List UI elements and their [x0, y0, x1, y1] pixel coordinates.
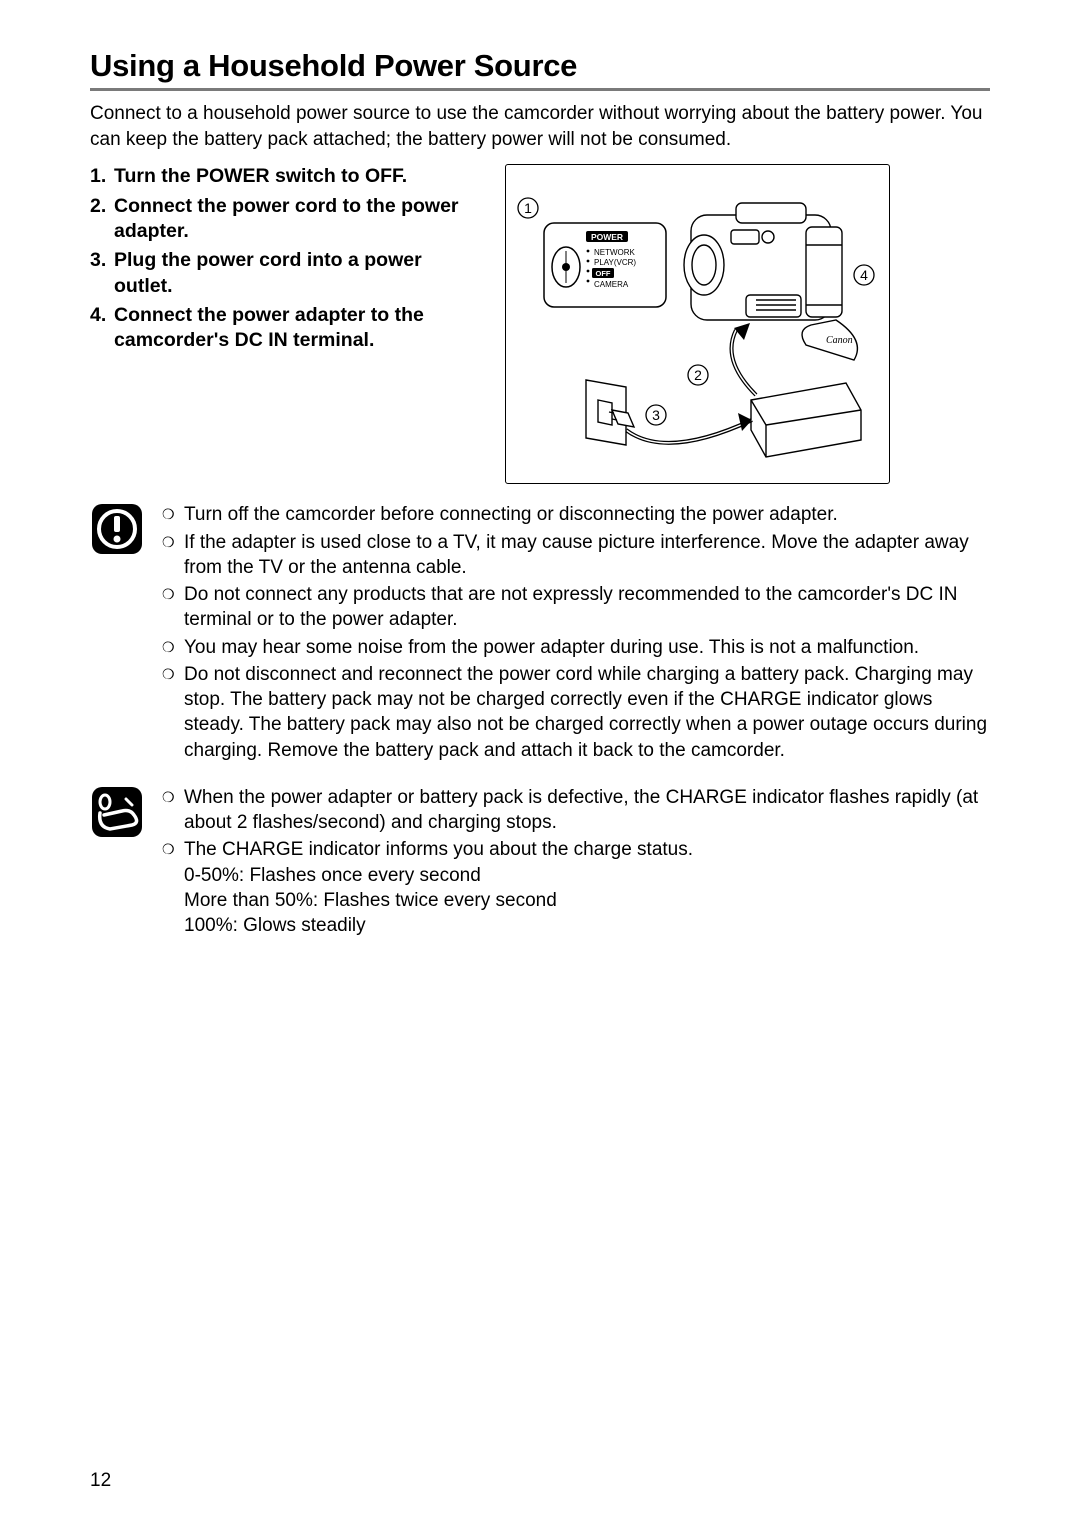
- caution-icon: [90, 502, 144, 556]
- info-sub-line: 100%: Glows steadily: [184, 913, 990, 938]
- page-number: 12: [90, 1470, 111, 1492]
- page-title: Using a Household Power Source: [90, 48, 990, 91]
- info-item: The CHARGE indicator informs you about t…: [162, 837, 990, 938]
- steps-column: Turn the POWER switch to OFF. Connect th…: [90, 164, 485, 484]
- svg-text:Canon: Canon: [826, 335, 853, 346]
- svg-text:NETWORK: NETWORK: [594, 248, 636, 257]
- step-item: Plug the power cord into a power outlet.: [90, 248, 485, 299]
- svg-text:OFF: OFF: [596, 269, 611, 278]
- info-item-text: The CHARGE indicator informs you about t…: [184, 839, 693, 860]
- caution-block: Turn off the camcorder before connecting…: [90, 502, 990, 765]
- svg-text:3: 3: [652, 407, 660, 423]
- caution-list: Turn off the camcorder before connecting…: [162, 502, 990, 765]
- svg-text:PLAY(VCR): PLAY(VCR): [594, 258, 636, 267]
- connection-diagram: 1 POWER NETWORK PLAY(VCR) OFF CAMERA: [505, 164, 890, 484]
- caution-item: You may hear some noise from the power a…: [162, 635, 990, 660]
- step-item: Connect the power adapter to the camcord…: [90, 303, 485, 354]
- info-sub-line: More than 50%: Flashes twice every secon…: [184, 888, 990, 913]
- svg-text:2: 2: [694, 367, 702, 383]
- info-sub-line: 0-50%: Flashes once every second: [184, 863, 990, 888]
- info-list: When the power adapter or battery pack i…: [162, 785, 990, 941]
- caution-item: If the adapter is used close to a TV, it…: [162, 530, 990, 581]
- info-icon: [90, 785, 144, 839]
- svg-text:1: 1: [524, 200, 532, 216]
- step-item: Connect the power cord to the power adap…: [90, 194, 485, 245]
- steps-list: Turn the POWER switch to OFF. Connect th…: [90, 164, 485, 353]
- info-item: When the power adapter or battery pack i…: [162, 785, 990, 836]
- step-item: Turn the POWER switch to OFF.: [90, 164, 485, 189]
- intro-paragraph: Connect to a household power source to u…: [90, 101, 990, 152]
- caution-item: Do not connect any products that are not…: [162, 582, 990, 633]
- svg-text:CAMERA: CAMERA: [594, 280, 629, 289]
- caution-item: Turn off the camcorder before connecting…: [162, 502, 990, 527]
- caution-item: Do not disconnect and reconnect the powe…: [162, 662, 990, 763]
- info-block: When the power adapter or battery pack i…: [90, 785, 990, 941]
- svg-text:POWER: POWER: [591, 232, 623, 242]
- steps-row: Turn the POWER switch to OFF. Connect th…: [90, 164, 990, 484]
- svg-text:4: 4: [860, 267, 868, 283]
